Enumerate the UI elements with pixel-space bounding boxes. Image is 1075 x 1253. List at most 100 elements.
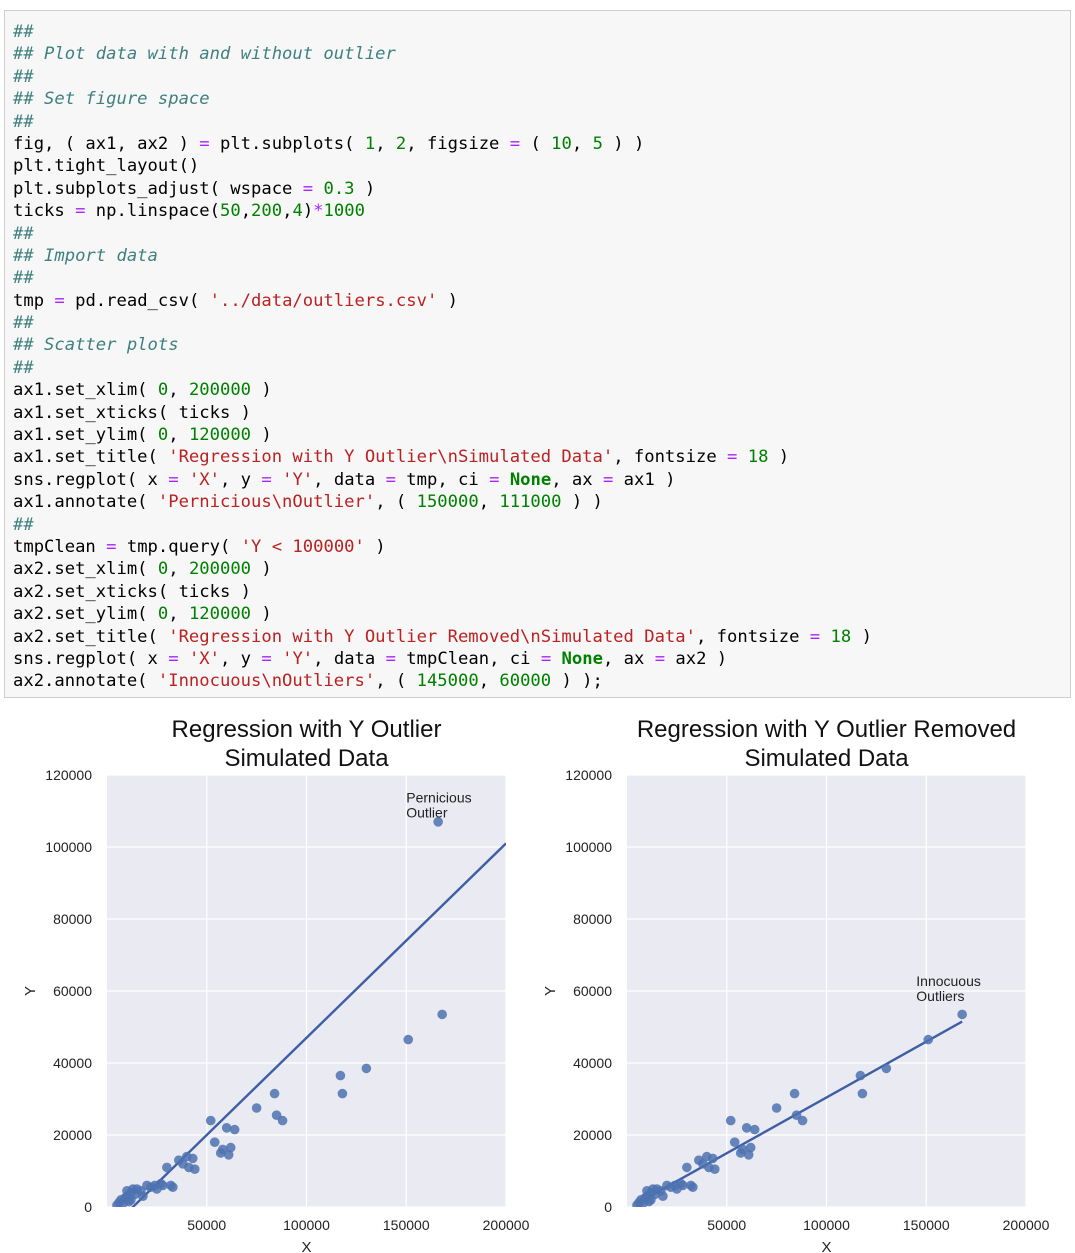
- code-token: =: [168, 648, 179, 669]
- code-token: tmp.query(: [116, 536, 241, 557]
- code-token: [551, 649, 561, 669]
- data-point: [251, 1103, 262, 1113]
- code-token: ax2.set_xlim(: [13, 559, 158, 580]
- y-tick-label: 0: [604, 1199, 612, 1215]
- code-token: ##: [13, 22, 34, 42]
- code-cell[interactable]: ## ## Plot data with and without outlier #…: [4, 10, 1071, 698]
- code-token: ,: [478, 492, 500, 513]
- code-token: [499, 470, 509, 490]
- code-token: =: [809, 626, 821, 647]
- code-token: ): [851, 626, 872, 647]
- y-tick-label: 80000: [53, 911, 92, 927]
- code-token: tmp: [13, 290, 55, 311]
- code-token: =: [75, 201, 86, 222]
- data-point: [741, 1123, 752, 1133]
- code-token: 10: [551, 133, 572, 154]
- data-point: [229, 1124, 240, 1135]
- chart-title-line: Simulated Data: [224, 745, 389, 772]
- data-point: [277, 1115, 288, 1126]
- code-token: ##: [13, 268, 34, 289]
- code-token: ): [251, 425, 272, 446]
- code-token: fig, ( ax1, ax2 ): [13, 133, 200, 154]
- data-point: [771, 1103, 782, 1113]
- plots-output: 50000 100000 150000 20000002000040000600008…: [22, 716, 1050, 1253]
- code-token: =: [654, 648, 666, 669]
- regression-line: [131, 842, 506, 1207]
- code-token: ticks: [13, 201, 76, 222]
- data-point: [745, 1142, 756, 1153]
- data-point: [168, 1182, 178, 1192]
- code-line: ##: [13, 267, 1070, 289]
- code-token: ax2.set_ylim(: [13, 604, 158, 625]
- data-point: [707, 1153, 718, 1164]
- x-tick-label: 50000: [707, 1217, 746, 1233]
- code-token: np.linspace(: [85, 201, 220, 222]
- code-token: [272, 470, 282, 490]
- code-token: =: [302, 178, 314, 199]
- code-token: =: [385, 469, 396, 490]
- code-token: 'Y': [282, 648, 314, 669]
- code-token: ## Scatter plots: [13, 335, 179, 356]
- code-token: tmpClean: [13, 536, 107, 557]
- code-token: 200000: [188, 559, 252, 580]
- code-token: 18: [747, 447, 769, 468]
- x-tick-label: 150000: [383, 1217, 430, 1233]
- code-token: tmpClean, ci: [395, 648, 541, 669]
- code-editor[interactable]: ## ## Plot data with and without outlier #…: [13, 21, 1070, 693]
- y-tick-label: 100000: [45, 839, 92, 855]
- code-token: sns.regplot( x: [13, 469, 169, 490]
- code-line: ax1.set_xticks( ticks ): [13, 402, 1070, 424]
- code-token: , figsize: [406, 133, 510, 154]
- code-token: plt.subplots(: [209, 133, 365, 154]
- code-token: ): [354, 178, 376, 199]
- code-token: '../data/outliers.csv': [209, 290, 438, 311]
- code-line: ##: [13, 21, 1070, 43]
- chart-2: 50000 100000 150000 200000 0 20000 40000 60000 8…: [542, 716, 1050, 1253]
- x-tick-label: 100000: [803, 1217, 850, 1233]
- code-token: 'Pernicious\nOutlier': [157, 492, 376, 513]
- code-token: ): [251, 380, 272, 401]
- data-point: [957, 1009, 967, 1020]
- y-tick-label: 100000: [565, 839, 612, 855]
- y-tick-label: 40000: [573, 1055, 612, 1071]
- code-token: , fontsize: [613, 447, 728, 468]
- code-token: 'X': [188, 469, 220, 490]
- code-line: ticks = np.linspace(50,200,4)*1000: [13, 200, 1070, 222]
- code-token: 18: [830, 626, 852, 647]
- code-token: sns.regplot( x: [13, 648, 169, 669]
- code-token: =: [540, 648, 552, 669]
- code-line: ##: [13, 514, 1070, 536]
- code-token: , (: [375, 671, 417, 692]
- data-point: [658, 1191, 668, 1201]
- chart-title-line: Simulated Data: [744, 745, 909, 772]
- code-token: =: [602, 469, 614, 490]
- data-point: [857, 1088, 868, 1099]
- data-point: [789, 1088, 800, 1099]
- code-token: 50: [219, 201, 241, 222]
- code-token: 1: [364, 133, 376, 154]
- data-point: [797, 1115, 808, 1126]
- code-token: ) ): [602, 133, 645, 154]
- code-line: ax2.set_title( 'Regression with Y Outlie…: [13, 626, 1070, 648]
- code-token: =: [489, 469, 500, 490]
- code-line: ax2.set_ylim( 0, 120000 ): [13, 603, 1070, 625]
- code-token: ##: [13, 514, 34, 535]
- data-point: [709, 1164, 720, 1174]
- annotation-line: Pernicious: [406, 789, 471, 805]
- y-tick-label: 120000: [45, 767, 92, 783]
- code-token: [313, 179, 323, 199]
- x-tick-label: 200000: [1003, 1217, 1050, 1233]
- code-line: tmpClean = tmp.query( 'Y < 100000' ): [13, 536, 1070, 558]
- code-token: , data: [313, 469, 386, 490]
- code-line: ## Set figure space: [13, 88, 1070, 110]
- code-token: pd.read_csv(: [64, 290, 210, 311]
- code-token: ax1.set_ylim(: [13, 425, 158, 446]
- data-point: [209, 1137, 220, 1147]
- y-tick-label: 80000: [573, 911, 612, 927]
- code-token: 0: [157, 380, 169, 401]
- code-token: =: [199, 133, 210, 154]
- code-token: ,: [168, 425, 189, 446]
- chart-1: 50000 100000 150000 200000 0 20000 40000 60000 8…: [22, 716, 530, 1253]
- code-token: ,: [168, 559, 189, 580]
- code-token: 'Regression with Y Outlier Removed\nSimu…: [168, 626, 696, 647]
